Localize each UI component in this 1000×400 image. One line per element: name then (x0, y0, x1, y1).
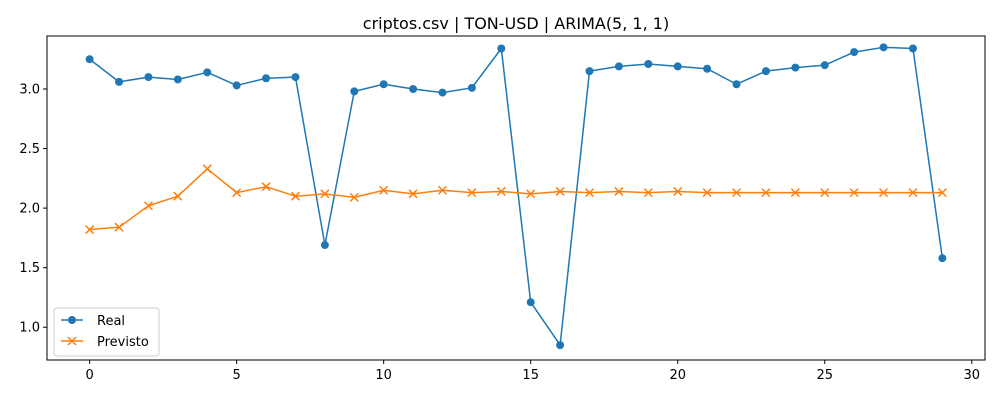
data-point-previsto (673, 186, 683, 196)
data-point-real (467, 83, 476, 92)
data-point-previsto (761, 188, 771, 198)
data-point-previsto (908, 188, 918, 198)
data-point-previsto (437, 185, 448, 195)
data-point-previsto (526, 189, 536, 199)
plot-area (46, 35, 986, 361)
data-point-previsto (114, 222, 124, 232)
data-point-real (203, 68, 212, 77)
data-point-previsto (408, 189, 418, 199)
data-point-previsto (261, 182, 271, 192)
data-point-previsto (290, 191, 300, 201)
data-point-real (320, 241, 329, 250)
data-point-previsto (849, 188, 859, 198)
y-tick-label: 2.5 (19, 142, 40, 157)
data-point-previsto (349, 192, 359, 202)
x-tick-label: 0 (85, 368, 93, 383)
data-point-real (291, 73, 300, 82)
data-point-real (732, 80, 741, 89)
data-point-real (438, 88, 447, 97)
data-point-real (938, 254, 947, 263)
data-point-real (614, 62, 623, 71)
data-point-previsto (467, 188, 477, 198)
data-point-real (409, 85, 418, 94)
legend-marker-real (68, 316, 76, 324)
data-point-real (673, 62, 682, 71)
data-point-real (908, 44, 917, 53)
legend-marker-previsto (67, 336, 77, 346)
x-tick-label: 20 (669, 368, 686, 383)
y-tick-label: 1.0 (19, 321, 40, 336)
x-tick-label: 10 (375, 368, 392, 383)
data-point-previsto (879, 188, 889, 198)
data-point-previsto (614, 186, 624, 196)
data-point-previsto (584, 188, 595, 198)
x-tick-label: 5 (233, 368, 241, 383)
data-point-real (350, 87, 359, 96)
x-axis: 0 5 10 15 20 25 30 (85, 360, 980, 383)
data-point-previsto (820, 188, 830, 198)
data-point-previsto (555, 186, 565, 196)
data-point-previsto (232, 188, 242, 198)
data-point-real (761, 67, 770, 76)
data-point-previsto (643, 188, 653, 198)
series-layer (85, 43, 947, 350)
data-point-previsto (937, 188, 947, 198)
data-point-real (820, 61, 829, 70)
series-line-previsto (89, 168, 943, 231)
x-tick-label: 25 (816, 368, 833, 383)
data-point-real (173, 75, 182, 84)
data-point-previsto (320, 189, 330, 199)
data-point-real (791, 63, 800, 72)
data-point-real (85, 55, 94, 64)
data-point-real (497, 44, 506, 53)
axes-frame (46, 35, 986, 361)
legend: Real Previsto (53, 307, 160, 357)
data-point-real (232, 81, 241, 90)
data-point-previsto (496, 186, 506, 196)
data-point-real (144, 73, 153, 82)
data-point-previsto (85, 225, 95, 235)
data-point-real (556, 341, 565, 350)
legend-label-previsto: Previsto (97, 335, 149, 350)
data-point-previsto (143, 201, 153, 211)
x-tick-label: 15 (522, 368, 539, 383)
data-point-real (526, 298, 535, 307)
data-point-previsto (732, 188, 742, 198)
data-point-real (379, 80, 388, 89)
series-line-real (89, 46, 944, 346)
y-tick-label: 3.0 (19, 83, 40, 98)
data-point-previsto (173, 191, 183, 201)
data-point-real (262, 74, 271, 83)
data-point-previsto (202, 164, 212, 174)
y-tick-label: 1.5 (19, 261, 40, 276)
data-point-real (585, 67, 594, 76)
x-tick-label: 30 (963, 368, 980, 383)
legend-label-real: Real (97, 314, 125, 329)
data-point-real (703, 64, 712, 73)
data-point-real (879, 43, 888, 52)
data-point-real (115, 77, 124, 86)
data-point-previsto (790, 188, 800, 198)
y-tick-label: 2.0 (19, 202, 40, 217)
data-point-real (644, 59, 653, 68)
data-point-previsto (702, 188, 712, 198)
y-axis: 1.0 1.5 2.0 2.5 3.0 (19, 83, 47, 336)
data-point-previsto (379, 185, 389, 195)
data-point-real (850, 48, 859, 57)
chart-title: criptos.csv | TON-USD | ARIMA(5, 1, 1) (363, 14, 669, 33)
